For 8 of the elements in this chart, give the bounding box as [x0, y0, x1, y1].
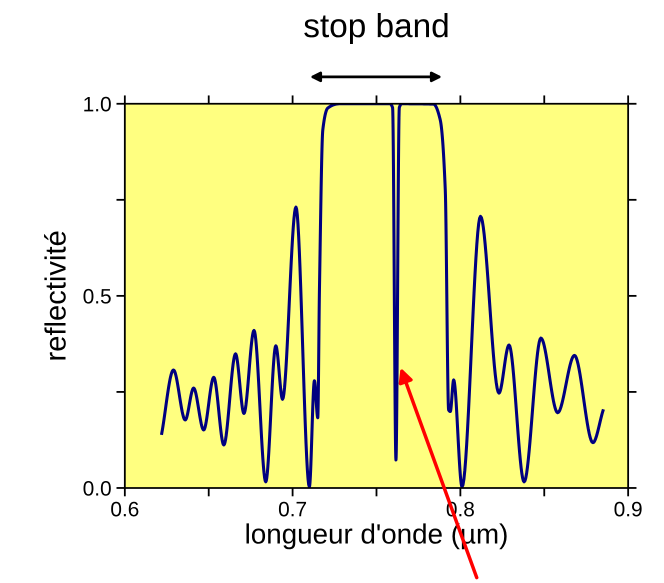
- x-tick-label: 0.6: [111, 502, 138, 516]
- x-tick-label: 0.9: [614, 502, 642, 516]
- chart-title: stop band: [304, 12, 448, 44]
- y-tick-label: 1.0: [84, 96, 111, 112]
- x-tick-label: 0.7: [278, 502, 306, 516]
- y-axis-title: reflectivité: [44, 232, 66, 360]
- y-tick-label: 0.0: [83, 480, 111, 496]
- y-tick-label: 0.5: [83, 288, 111, 304]
